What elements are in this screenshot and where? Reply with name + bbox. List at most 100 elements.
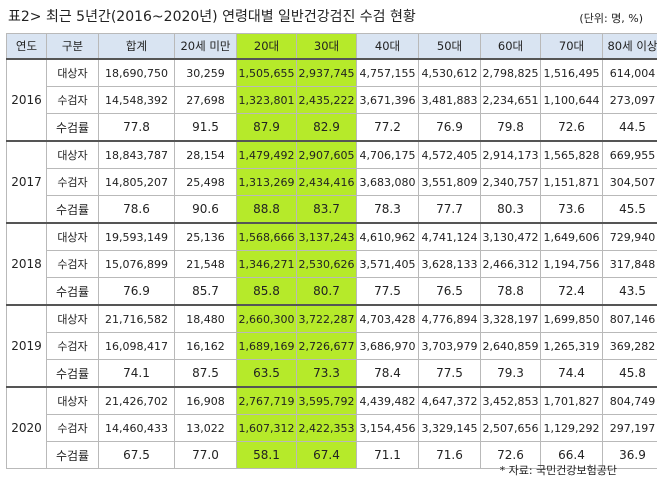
value-cell: 2,937,745 <box>296 58 357 87</box>
header-row: 연도 구분 합계 20세 미만 20대 30대 40대 50대 60대 70대 80세 이상 <box>6 33 657 60</box>
year-cell: 2016 <box>6 58 47 142</box>
value-cell: 76.9 <box>418 113 481 142</box>
row-label: 수검률 <box>46 277 99 306</box>
value-cell: 18,480 <box>174 304 237 333</box>
value-cell: 14,460,433 <box>98 414 175 442</box>
header-cell: 60대 <box>480 33 541 60</box>
table-row: 2016 대상자 18,690,750 30,259 1,505,655 2,937,74… <box>6 58 657 142</box>
row-label: 대상자 <box>46 58 99 87</box>
value-cell: 76.9 <box>98 277 175 306</box>
value-cell: 77.0 <box>174 441 237 469</box>
header-cell: 80세 이상 <box>602 33 657 60</box>
value-cell: 2,340,757 <box>480 168 541 196</box>
value-cell: 3,154,456 <box>356 414 419 442</box>
value-cell: 72.6 <box>480 441 541 469</box>
value-cell: 85.7 <box>174 277 237 306</box>
value-cell: 16,098,417 <box>98 332 175 360</box>
value-cell: 44.5 <box>602 113 657 142</box>
table-row: 수검률 77.8 91.5 87.9 82.9 77.2 76.9 79.8 72.6 44.5 <box>7 113 657 142</box>
header-cell: 20대 <box>236 33 297 60</box>
header-cell: 합계 <box>98 33 175 60</box>
value-cell: 3,551,809 <box>418 168 481 196</box>
value-cell: 729,940 <box>602 222 657 251</box>
table-body: 2016 대상자 18,690,750 30,259 1,505,655 2,937,74… <box>6 58 657 469</box>
value-cell: 2,767,719 <box>236 386 297 415</box>
table-row: 수검률 78.6 90.6 88.8 83.7 78.3 77.7 80.3 73.6 45.5 <box>7 195 657 224</box>
value-cell: 304,507 <box>602 168 657 196</box>
value-cell: 3,722,287 <box>296 304 357 333</box>
value-cell: 1,699,850 <box>540 304 603 333</box>
value-cell: 72.6 <box>540 113 603 142</box>
value-cell: 369,282 <box>602 332 657 360</box>
value-cell: 2,434,416 <box>296 168 357 196</box>
value-cell: 317,848 <box>602 250 657 278</box>
value-cell: 2,422,353 <box>296 414 357 442</box>
value-cell: 2,466,312 <box>480 250 541 278</box>
table-row: 수검자 15,076,899 21,548 1,346,271 2,530,626 3,5… <box>7 250 657 278</box>
value-cell: 45.8 <box>602 359 657 388</box>
value-cell: 273,097 <box>602 86 657 114</box>
year-cell: 2019 <box>6 304 47 388</box>
value-cell: 1,151,871 <box>540 168 603 196</box>
table-row: 2017 대상자 18,843,787 28,154 1,479,492 2,907,60… <box>6 140 657 224</box>
unit-label: (단위: 명, %) <box>579 12 643 25</box>
value-cell: 77.8 <box>98 113 175 142</box>
value-cell: 2,726,677 <box>296 332 357 360</box>
table-row: 수검자 14,460,433 13,022 1,607,312 2,422,353 3,1… <box>7 414 657 442</box>
value-cell: 3,571,405 <box>356 250 419 278</box>
row-label: 대상자 <box>46 386 99 415</box>
value-cell: 3,130,472 <box>480 222 541 251</box>
header-cell: 구분 <box>46 33 99 60</box>
value-cell: 669,955 <box>602 140 657 169</box>
value-cell: 21,716,582 <box>98 304 175 333</box>
value-cell: 30,259 <box>174 58 237 87</box>
year-cell: 2017 <box>6 140 47 224</box>
value-cell: 2,435,222 <box>296 86 357 114</box>
table-row: 수검자 14,548,392 27,698 1,323,801 2,435,222 3,6… <box>7 86 657 114</box>
value-cell: 3,481,883 <box>418 86 481 114</box>
value-cell: 77.2 <box>356 113 419 142</box>
value-cell: 1,516,495 <box>540 58 603 87</box>
data-table: 연도 구분 합계 20세 미만 20대 30대 40대 50대 60대 70대 80세 이상 201… <box>6 33 657 469</box>
value-cell: 21,426,702 <box>98 386 175 415</box>
value-cell: 2,530,626 <box>296 250 357 278</box>
row-label: 수검자 <box>46 414 99 442</box>
value-cell: 1,479,492 <box>236 140 297 169</box>
value-cell: 4,776,894 <box>418 304 481 333</box>
value-cell: 28,154 <box>174 140 237 169</box>
value-cell: 2,907,605 <box>296 140 357 169</box>
value-cell: 3,595,792 <box>296 386 357 415</box>
value-cell: 71.1 <box>356 441 419 469</box>
value-cell: 43.5 <box>602 277 657 306</box>
value-cell: 15,076,899 <box>98 250 175 278</box>
value-cell: 1,129,292 <box>540 414 603 442</box>
value-cell: 36.9 <box>602 441 657 469</box>
value-cell: 14,805,207 <box>98 168 175 196</box>
table-row: 2020 대상자 21,426,702 16,908 2,767,719 3,595,79… <box>6 386 657 469</box>
value-cell: 2,798,825 <box>480 58 541 87</box>
value-cell: 58.1 <box>236 441 297 469</box>
value-cell: 25,136 <box>174 222 237 251</box>
value-cell: 614,004 <box>602 58 657 87</box>
value-cell: 2,507,656 <box>480 414 541 442</box>
table-row: 수검률 76.9 85.7 85.8 80.7 77.5 76.5 78.8 72.4 43.5 <box>7 277 657 306</box>
value-cell: 4,530,612 <box>418 58 481 87</box>
value-cell: 80.7 <box>296 277 357 306</box>
value-cell: 90.6 <box>174 195 237 224</box>
value-cell: 1,689,169 <box>236 332 297 360</box>
table-title: 표2> 최근 5년간(2016~2020년) 연령대별 일반건강검진 수검 현황 <box>8 9 416 25</box>
value-cell: 3,452,853 <box>480 386 541 415</box>
table-row: 수검률 67.5 77.0 58.1 67.4 71.1 71.6 72.6 66.4 36.9 <box>7 441 657 469</box>
year-cell: 2018 <box>6 222 47 306</box>
table-row: 수검률 74.1 87.5 63.5 73.3 78.4 77.5 79.3 74.4 45.8 <box>7 359 657 388</box>
value-cell: 3,628,133 <box>418 250 481 278</box>
value-cell: 77.7 <box>418 195 481 224</box>
value-cell: 4,706,175 <box>356 140 419 169</box>
value-cell: 14,548,392 <box>98 86 175 114</box>
row-label: 대상자 <box>46 222 99 251</box>
value-cell: 3,703,979 <box>418 332 481 360</box>
value-cell: 1,505,655 <box>236 58 297 87</box>
value-cell: 73.3 <box>296 359 357 388</box>
table-row: 수검자 16,098,417 16,162 1,689,169 2,726,677 3,6… <box>7 332 657 360</box>
